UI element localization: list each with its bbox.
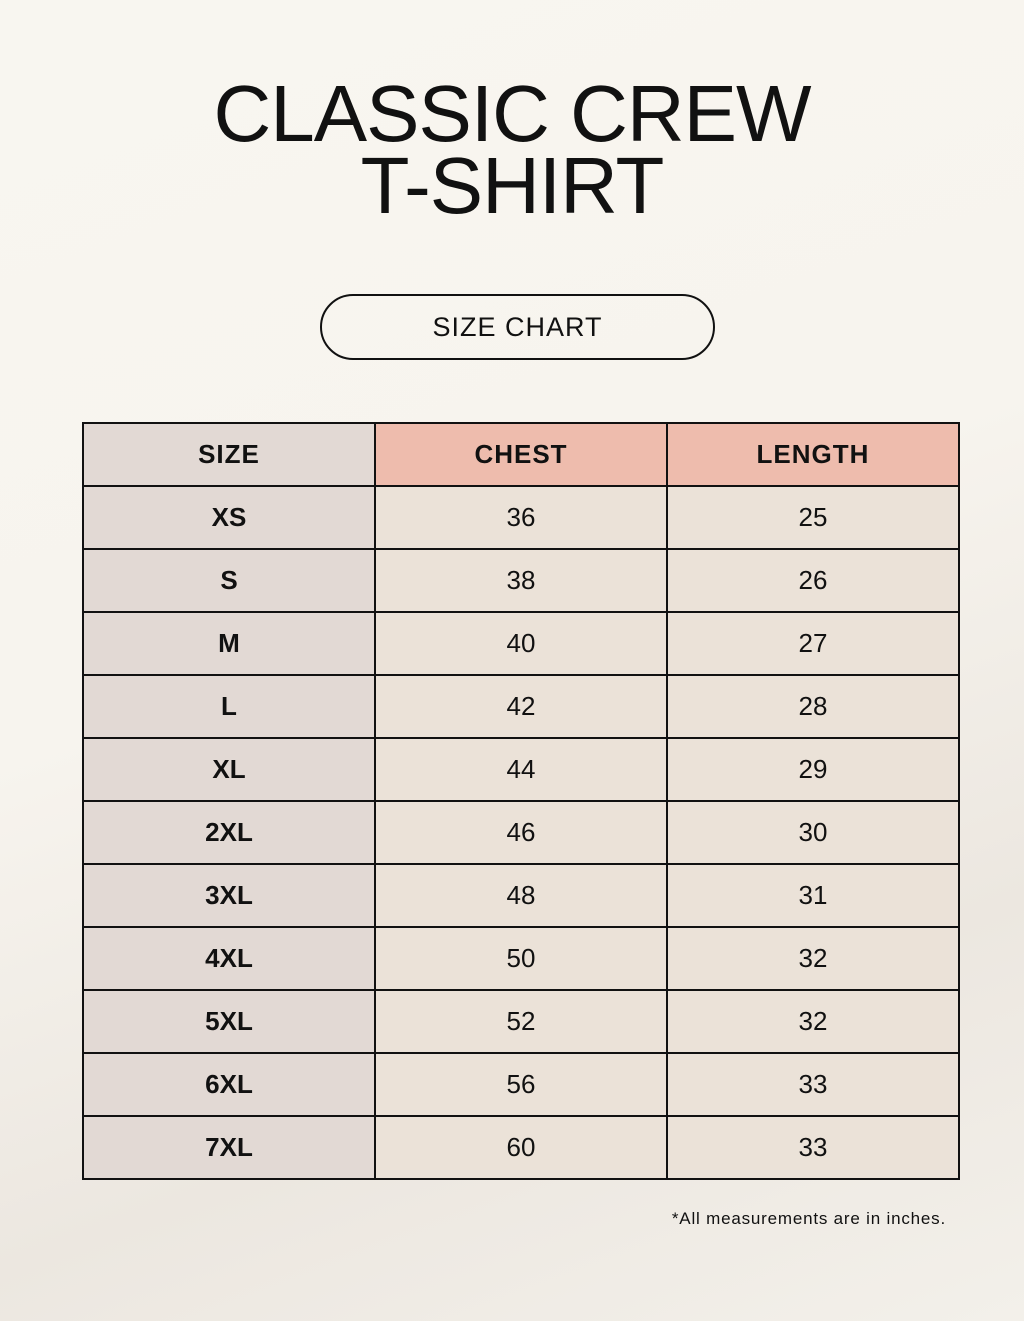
title-line-1: CLASSIC CREW xyxy=(213,69,812,158)
table-row: XS 36 25 xyxy=(82,485,960,550)
chest-cell: 42 xyxy=(374,674,668,739)
length-cell: 33 xyxy=(666,1052,960,1117)
header-chest: CHEST xyxy=(374,422,668,487)
title-line-2: T-SHIRT xyxy=(360,141,665,230)
footnote: *All measurements are in inches. xyxy=(671,1209,946,1228)
chest-cell: 48 xyxy=(374,863,668,928)
length-cell: 30 xyxy=(666,800,960,865)
length-cell: 29 xyxy=(666,737,960,802)
table-row: 7XL 60 33 xyxy=(82,1115,960,1180)
length-cell: 27 xyxy=(666,611,960,676)
size-cell: 6XL xyxy=(82,1052,376,1117)
table-row: 5XL 52 32 xyxy=(82,989,960,1054)
size-cell: 5XL xyxy=(82,989,376,1054)
length-cell: 32 xyxy=(666,926,960,991)
size-cell: 7XL xyxy=(82,1115,376,1180)
table-row: L 42 28 xyxy=(82,674,960,739)
table-row: 3XL 48 31 xyxy=(82,863,960,928)
table-row: 2XL 46 30 xyxy=(82,800,960,865)
size-table: SIZE CHEST LENGTH XS 36 25 S 38 26 M 40 27 L 42 28 X… xyxy=(82,422,960,1180)
size-cell: 2XL xyxy=(82,800,376,865)
chest-cell: 50 xyxy=(374,926,668,991)
size-cell: L xyxy=(82,674,376,739)
length-cell: 26 xyxy=(666,548,960,613)
chest-cell: 52 xyxy=(374,989,668,1054)
length-cell: 28 xyxy=(666,674,960,739)
size-cell: M xyxy=(82,611,376,676)
length-cell: 32 xyxy=(666,989,960,1054)
size-cell: XL xyxy=(82,737,376,802)
size-cell: XS xyxy=(82,485,376,550)
page-title: CLASSIC CREW T-SHIRT xyxy=(0,74,1024,226)
size-cell: S xyxy=(82,548,376,613)
length-cell: 33 xyxy=(666,1115,960,1180)
chest-cell: 60 xyxy=(374,1115,668,1180)
table-row: 6XL 56 33 xyxy=(82,1052,960,1117)
chest-cell: 40 xyxy=(374,611,668,676)
table-row: M 40 27 xyxy=(82,611,960,676)
chest-cell: 36 xyxy=(374,485,668,550)
table-row: S 38 26 xyxy=(82,548,960,613)
chest-cell: 44 xyxy=(374,737,668,802)
length-cell: 25 xyxy=(666,485,960,550)
table-body: XS 36 25 S 38 26 M 40 27 L 42 28 XL 44 29 2XL 46 30 3XL 48 3… xyxy=(82,485,960,1180)
header-size: SIZE xyxy=(82,422,376,487)
chest-cell: 46 xyxy=(374,800,668,865)
header-length: LENGTH xyxy=(666,422,960,487)
table-header-row: SIZE CHEST LENGTH xyxy=(82,422,960,487)
size-cell: 4XL xyxy=(82,926,376,991)
size-chart-label: SIZE CHART xyxy=(320,294,715,360)
table-row: XL 44 29 xyxy=(82,737,960,802)
length-cell: 31 xyxy=(666,863,960,928)
chest-cell: 56 xyxy=(374,1052,668,1117)
chest-cell: 38 xyxy=(374,548,668,613)
size-cell: 3XL xyxy=(82,863,376,928)
table-row: 4XL 50 32 xyxy=(82,926,960,991)
